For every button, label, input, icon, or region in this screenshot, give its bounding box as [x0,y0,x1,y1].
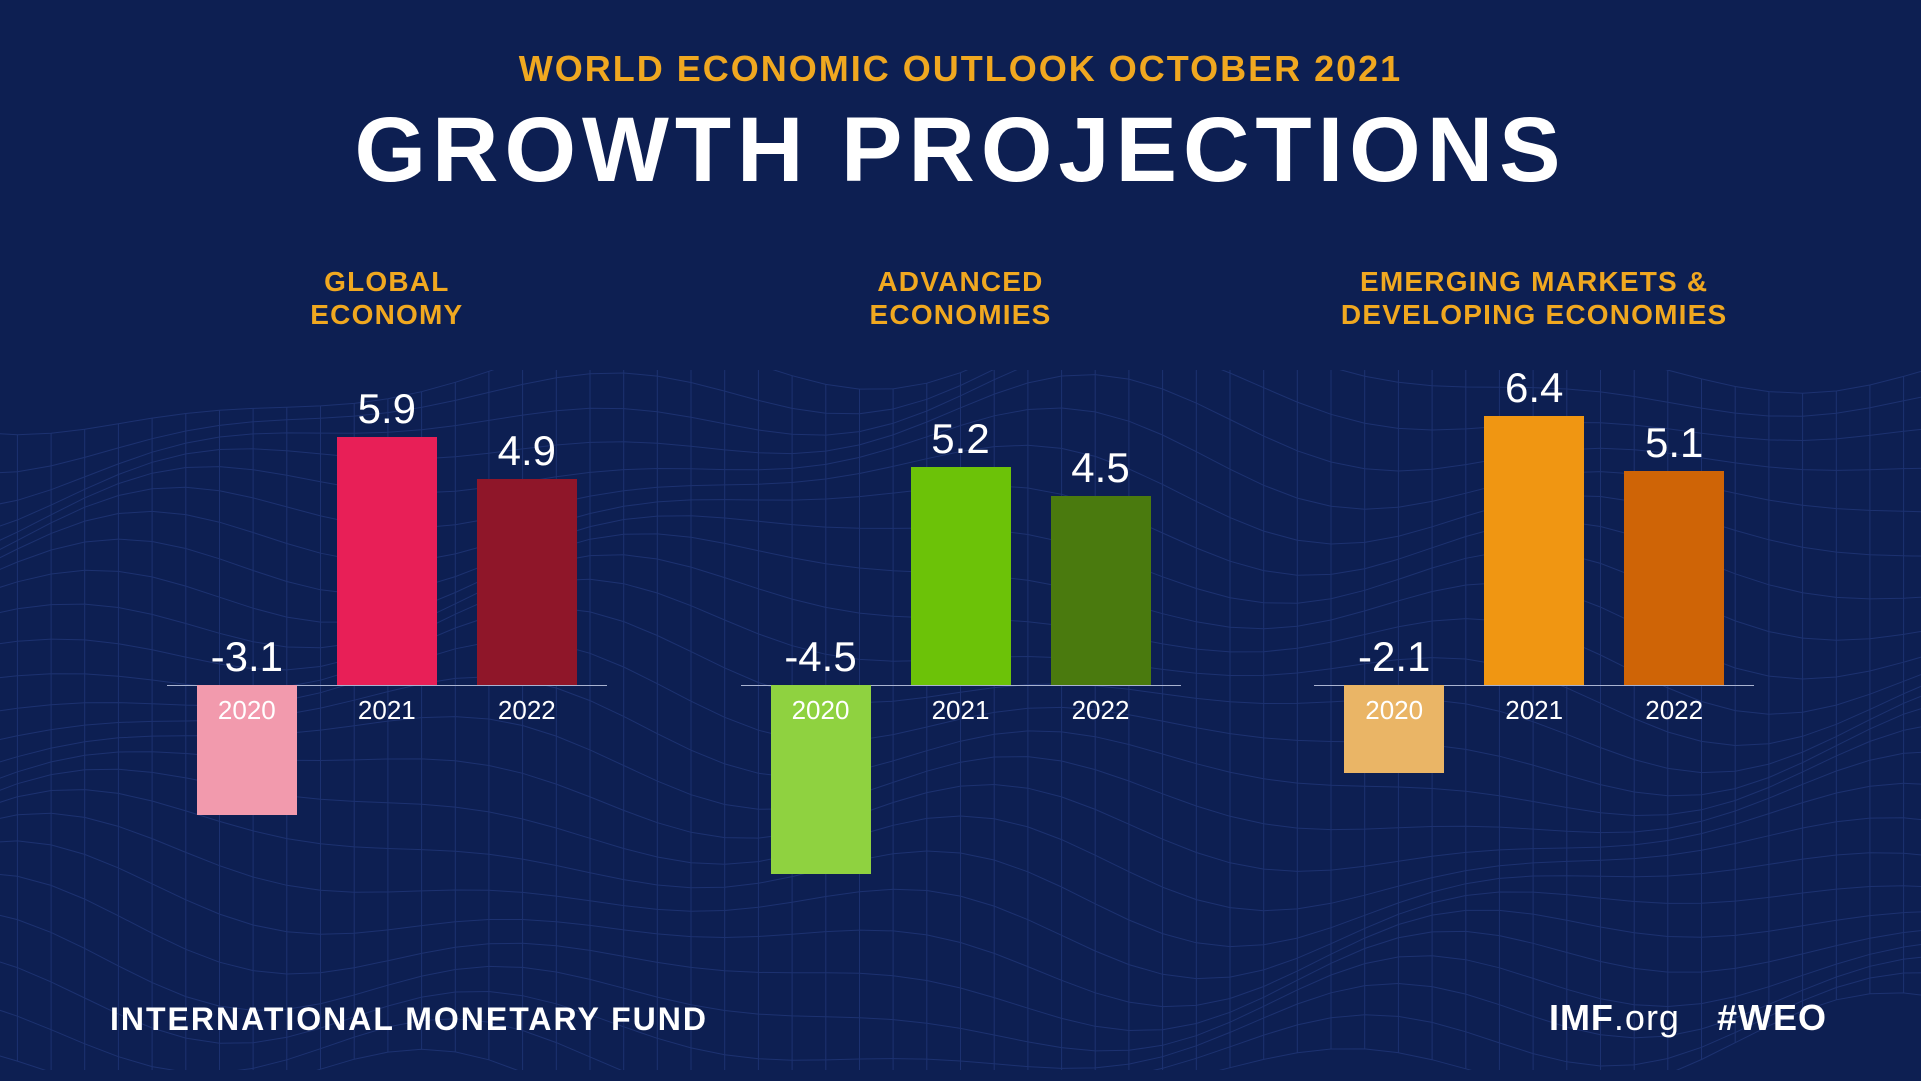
chart-bar [337,437,437,685]
footer: INTERNATIONAL MONETARY FUND IMF.org #WEO [0,997,1921,1039]
chart-year-label: 2020 [1334,695,1454,726]
chart-year-label: 2022 [1614,695,1734,726]
footer-links: IMF.org #WEO [1549,997,1827,1039]
chart-year-label: 2020 [761,695,881,726]
footer-org: INTERNATIONAL MONETARY FUND [110,1001,708,1038]
chart-value-label: 5.2 [901,415,1021,463]
chart-area: -4.5 2020 5.2 2021 4.5 2022 [741,365,1181,885]
chart-value-label: -2.1 [1334,633,1454,681]
chart-advanced-economies: ADVANCED ECONOMIES -4.5 2020 5.2 2021 4.5 202… [704,263,1218,885]
chart-year-label: 2020 [187,695,307,726]
footer-hashtag: #WEO [1717,997,1827,1038]
chart-label: GLOBAL ECONOMY [310,263,463,331]
charts-row: GLOBAL ECONOMY -3.1 2020 5.9 2021 4.9 2022 AD… [0,203,1921,885]
chart-year-label: 2021 [901,695,1021,726]
chart-area: -3.1 2020 5.9 2021 4.9 2022 [167,365,607,885]
chart-year-label: 2022 [467,695,587,726]
chart-bar [1484,416,1584,685]
chart-global-economy: GLOBAL ECONOMY -3.1 2020 5.9 2021 4.9 2022 [130,263,644,885]
chart-value-label: 5.1 [1614,419,1734,467]
header: WORLD ECONOMIC OUTLOOK OCTOBER 2021 GROW… [0,0,1921,203]
chart-value-label: -3.1 [187,633,307,681]
chart-value-label: 4.5 [1041,444,1161,492]
chart-area: -2.1 2020 6.4 2021 5.1 2022 [1314,365,1754,885]
chart-label: ADVANCED ECONOMIES [870,263,1052,331]
chart-value-label: 5.9 [327,385,447,433]
chart-bar [1051,496,1151,685]
chart-bar [477,479,577,685]
header-title: GROWTH PROJECTIONS [0,98,1921,203]
chart-emerging-markets: EMERGING MARKETS & DEVELOPING ECONOMIES … [1277,263,1791,885]
footer-site-light: .org [1614,997,1680,1038]
chart-year-label: 2021 [327,695,447,726]
chart-bar [911,467,1011,685]
chart-bar [1624,471,1724,685]
header-subtitle: WORLD ECONOMIC OUTLOOK OCTOBER 2021 [0,48,1921,90]
chart-year-label: 2022 [1041,695,1161,726]
chart-value-label: 4.9 [467,427,587,475]
chart-value-label: 6.4 [1474,364,1594,412]
chart-year-label: 2021 [1474,695,1594,726]
chart-value-label: -4.5 [761,633,881,681]
chart-label: EMERGING MARKETS & DEVELOPING ECONOMIES [1341,263,1728,331]
footer-site-bold: IMF [1549,997,1614,1038]
